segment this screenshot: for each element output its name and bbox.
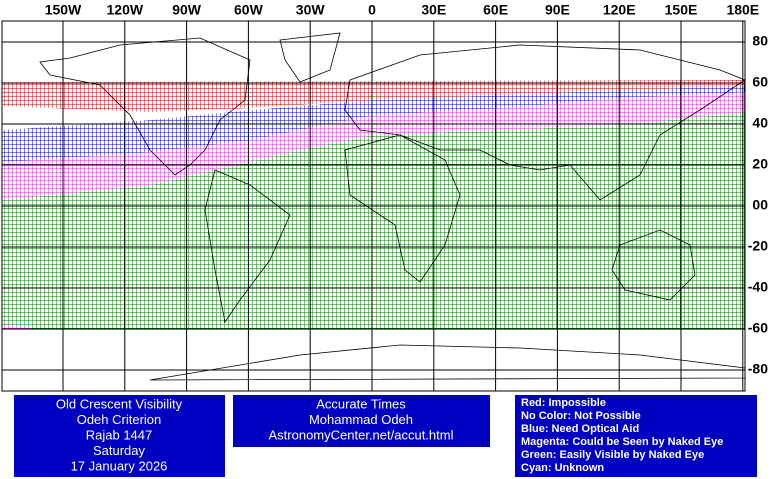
info-line: Accurate Times: [316, 396, 406, 411]
lat-label: 20: [752, 156, 768, 172]
lat-label: -60: [748, 320, 768, 336]
info-box-center: [233, 395, 490, 447]
lon-label: 30E: [421, 2, 446, 18]
lon-label: 120E: [603, 2, 636, 18]
legend-box: [515, 395, 757, 477]
legend-line: Blue: Need Optical Aid: [521, 423, 639, 435]
lon-label: 60E: [483, 2, 508, 18]
eurasia: [344, 44, 746, 201]
legend-line: Red: Impossible: [521, 397, 606, 409]
legend-line: Magenta: Could be Seen by Naked Eye: [521, 436, 723, 448]
lon-label: 60W: [234, 2, 264, 18]
info-box-left: [14, 395, 225, 477]
visibility-zones: [2, 80, 745, 330]
north-america: [39, 37, 251, 176]
lat-label: 60: [752, 74, 768, 90]
lon-label: 120W: [107, 2, 144, 18]
info-line: Rajab 1447: [86, 427, 153, 442]
lon-label: 90W: [172, 2, 202, 18]
legend-line: No Color: Not Possible: [521, 410, 641, 422]
antarctica: [149, 344, 746, 381]
info-line: Mohammad Odeh: [309, 412, 413, 427]
red-zone: [2, 80, 745, 112]
lon-label: 150E: [665, 2, 698, 18]
lon-label: 0: [368, 2, 376, 18]
lat-label: -40: [748, 279, 768, 295]
lon-label: 180E: [726, 2, 759, 18]
info-line: Odeh Criterion: [77, 412, 162, 427]
info-line: Saturday: [93, 443, 146, 458]
greenland: [279, 32, 341, 83]
south-america: [204, 169, 291, 324]
legend-line: Cyan: Unknown: [521, 462, 604, 474]
lon-label: 30W: [296, 2, 326, 18]
info-line: Old Crescent Visibility: [56, 396, 183, 411]
lat-label: -20: [748, 238, 768, 254]
blue-zone: [2, 86, 745, 162]
lat-label: 40: [752, 115, 768, 131]
info-line: AstronomyCenter.net/accut.html: [269, 427, 454, 442]
lon-label: 150W: [45, 2, 82, 18]
lon-label: 90E: [545, 2, 570, 18]
lat-label: 00: [752, 197, 768, 213]
lat-label: -80: [748, 361, 768, 377]
info-line: 17 January 2026: [71, 458, 168, 473]
magenta-zone: [2, 88, 745, 200]
lat-label: 80: [752, 33, 768, 49]
legend-line: Green: Easily Visible by Naked Eye: [521, 449, 704, 461]
